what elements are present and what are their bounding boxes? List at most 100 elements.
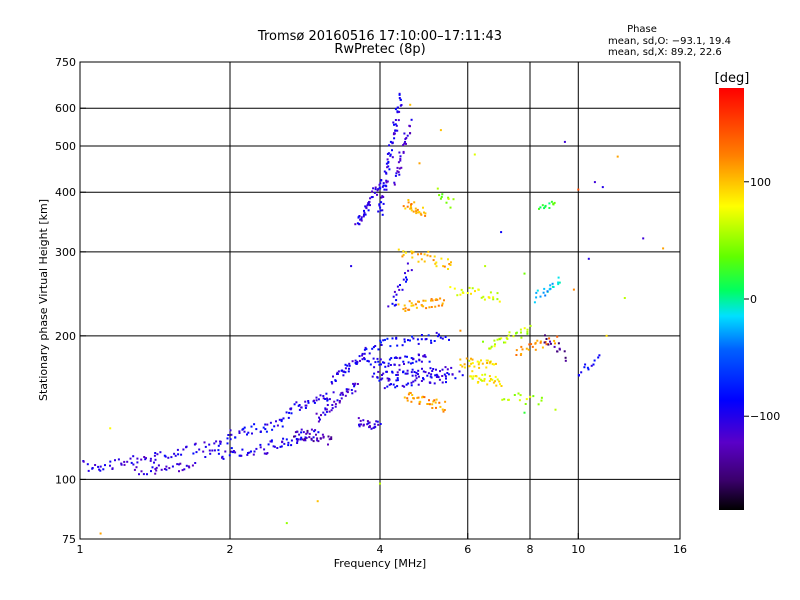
data-point [183,468,186,471]
data-point [418,402,421,405]
data-point [506,338,509,340]
data-point [435,368,437,371]
data-point [538,207,540,210]
data-point [402,205,405,208]
data-point [405,137,408,139]
data-point [469,375,472,378]
data-point [417,375,420,378]
data-point [381,374,383,376]
data-point [493,345,496,348]
data-point [503,398,506,401]
data-point [553,201,556,204]
data-point [402,308,405,311]
data-point [238,454,241,457]
data-point [389,364,392,366]
data-point [314,429,317,432]
data-point [447,196,450,199]
data-point [393,137,396,140]
data-point [391,149,393,152]
data-point [338,400,341,402]
data-point [163,454,166,457]
data-point [460,288,463,291]
data-point [435,373,438,376]
data-point [476,360,479,363]
data-point [354,382,357,385]
data-point [226,437,229,440]
data-point [399,155,402,158]
data-point [470,362,473,365]
data-point [520,331,522,334]
data-point [317,431,320,434]
data-point [369,204,371,207]
data-point [428,399,430,402]
data-point [396,285,399,288]
data-point [319,418,321,421]
data-point [364,346,367,349]
data-point [437,304,440,307]
data-point [433,340,436,342]
data-point [386,158,389,161]
data-point [584,363,587,366]
data-point [414,379,417,382]
data-point [452,198,455,201]
data-point [433,255,436,258]
data-point [545,338,548,340]
data-point [379,482,381,485]
data-point [406,205,409,208]
data-point [255,447,258,450]
data-point [130,461,133,464]
data-point [491,378,494,381]
data-point [276,424,279,427]
data-point [541,204,544,207]
data-point [406,369,409,372]
data-point [324,413,327,416]
data-point [424,355,427,358]
data-point [315,396,318,399]
data-point [150,470,152,473]
data-point [120,462,123,465]
data-point [406,262,409,265]
data-point [410,304,413,307]
data-point [449,286,452,289]
data-point [472,375,475,378]
data-point [94,464,97,466]
data-point [398,97,401,99]
data-point [330,438,333,440]
data-point [545,343,548,346]
data-point [362,215,365,218]
data-point [336,371,339,374]
data-point [246,433,248,436]
data-point [539,206,542,209]
data-point [417,253,419,256]
data-point [298,408,301,411]
data-point [310,428,313,431]
data-point [371,347,374,350]
data-point [361,354,364,357]
data-point [459,329,462,332]
data-point [360,219,363,222]
data-point [259,446,262,449]
data-point [140,470,143,473]
data-point [662,247,665,250]
data-point [523,272,526,275]
data-point [403,385,406,388]
data-point [441,381,444,384]
data-point [480,296,483,299]
data-point [306,429,309,432]
data-point [548,207,551,209]
data-point [405,372,408,375]
colorbar [719,88,744,510]
data-point [133,468,136,471]
data-point [390,357,393,360]
data-point [271,428,274,431]
data-point [425,307,428,310]
data-point [394,119,397,121]
data-point [499,383,501,386]
data-point [483,378,486,380]
data-point [384,338,386,341]
data-point [270,439,273,442]
data-point [325,410,328,413]
data-point [444,400,447,403]
data-point [297,404,300,407]
data-point [395,172,398,175]
